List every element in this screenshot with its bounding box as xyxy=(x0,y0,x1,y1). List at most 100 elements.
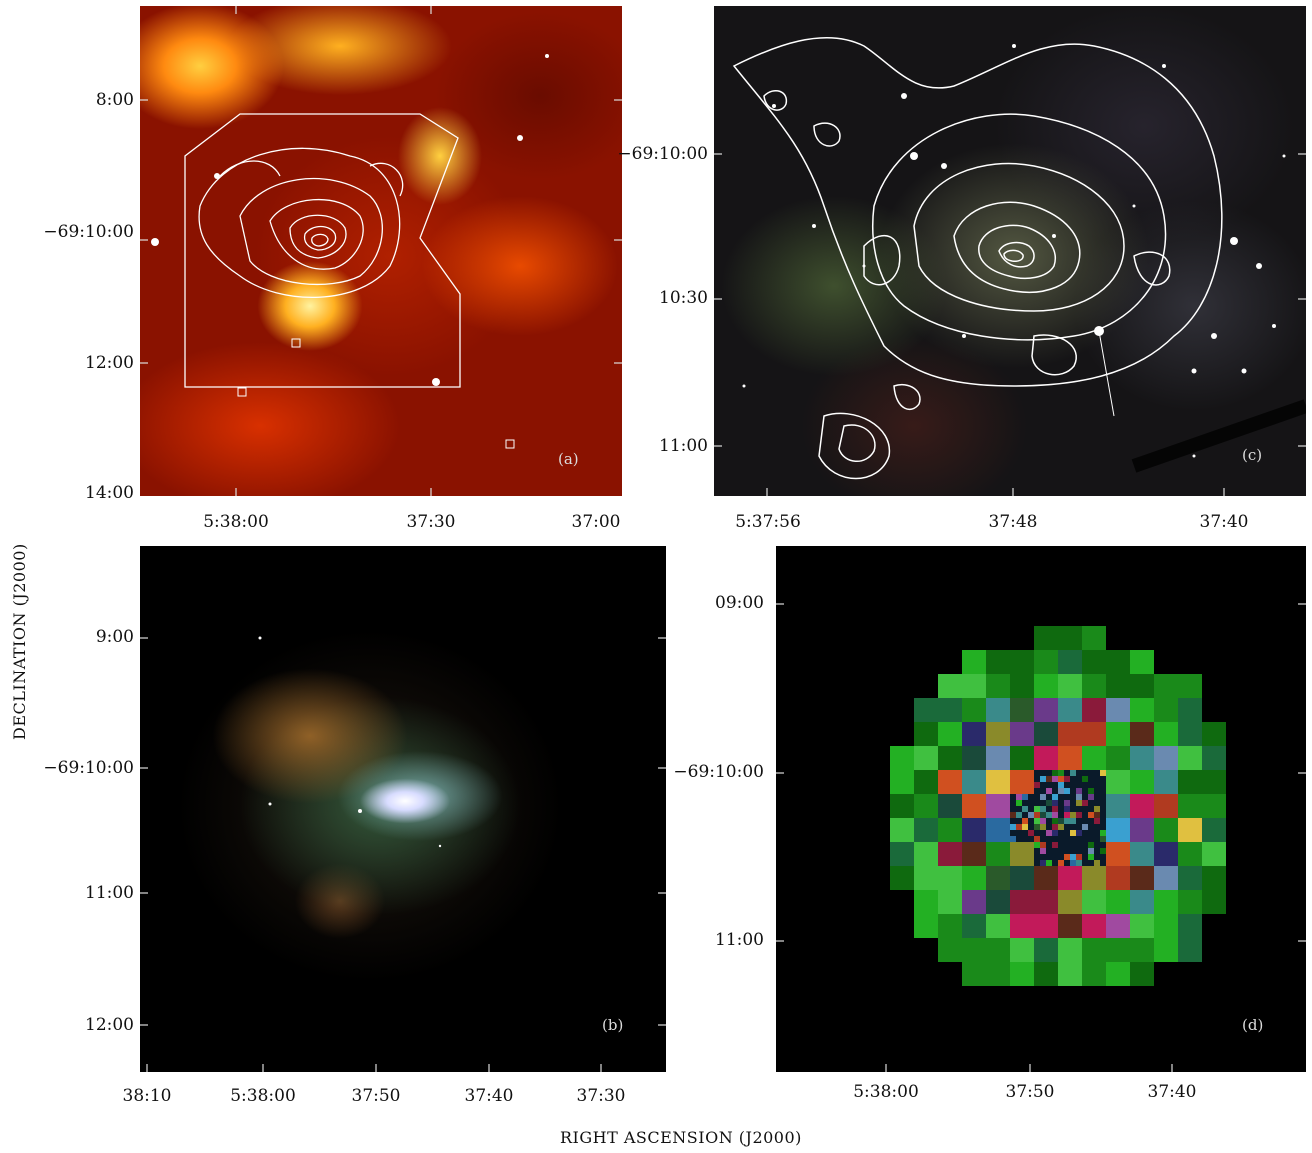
panel-a-ytick: 14:00 xyxy=(85,483,134,503)
mosaic-pixel xyxy=(1070,776,1076,782)
mosaic-pixel xyxy=(1058,698,1082,722)
mosaic-pixel xyxy=(1058,914,1082,938)
mosaic-pixel xyxy=(1040,830,1046,836)
mosaic-pixel xyxy=(1052,860,1058,866)
mosaic-pixel xyxy=(1094,794,1100,800)
mosaic-pixel xyxy=(1202,866,1226,890)
mosaic-pixel xyxy=(1046,788,1052,794)
mosaic-pixel xyxy=(1154,866,1178,890)
mosaic-pixel xyxy=(1094,770,1100,776)
mosaic-pixel xyxy=(890,818,914,842)
mosaic-pixel xyxy=(1082,674,1106,698)
mosaic-pixel xyxy=(1046,812,1052,818)
mosaic-pixel xyxy=(1178,746,1202,770)
mosaic-pixel xyxy=(1058,824,1064,830)
mosaic-pixel xyxy=(1046,782,1052,788)
mosaic-pixel xyxy=(1016,830,1022,836)
mosaic-pixel xyxy=(1064,788,1070,794)
mosaic-pixel xyxy=(1100,782,1106,788)
mosaic-pixel xyxy=(962,770,986,794)
mosaic-pixel xyxy=(1022,794,1028,800)
mosaic-pixel xyxy=(1040,770,1046,776)
mosaic-pixel xyxy=(1040,848,1046,854)
mosaic-pixel xyxy=(1064,860,1070,866)
mosaic-pixel xyxy=(1058,800,1064,806)
mosaic-pixel xyxy=(1082,698,1106,722)
mosaic-pixel xyxy=(1076,776,1082,782)
mosaic-pixel xyxy=(986,746,1010,770)
mosaic-pixel xyxy=(1016,800,1022,806)
mosaic-pixel xyxy=(1040,860,1046,866)
panel-b-ytick: −69:10:00 xyxy=(43,758,134,778)
panel-d-xtick: 37:40 xyxy=(1147,1082,1197,1102)
mosaic-pixel xyxy=(1100,794,1106,800)
mosaic-pixel xyxy=(1058,962,1082,986)
mosaic-pixel xyxy=(914,794,938,818)
mosaic-pixel xyxy=(938,842,962,866)
mosaic-pixel xyxy=(1076,800,1082,806)
mosaic-pixel xyxy=(938,818,962,842)
panel-c-xtick: 37:40 xyxy=(1199,512,1249,532)
mosaic-pixel xyxy=(1052,794,1058,800)
mosaic-pixel xyxy=(962,866,986,890)
mosaic-pixel xyxy=(1082,860,1088,866)
mosaic-pixel xyxy=(1040,812,1046,818)
mosaic-pixel xyxy=(1154,890,1178,914)
panel-d-letter: (d) xyxy=(1242,1016,1264,1034)
mosaic-pixel xyxy=(1040,824,1046,830)
mosaic-pixel xyxy=(914,746,938,770)
mosaic-pixel xyxy=(1094,842,1100,848)
mosaic-pixel xyxy=(1052,854,1058,860)
mosaic-pixel xyxy=(1010,722,1034,746)
x-axis-label: RIGHT ASCENSION (J2000) xyxy=(560,1128,802,1147)
mosaic-pixel xyxy=(1106,914,1130,938)
mosaic-pixel xyxy=(1070,800,1076,806)
mosaic-pixel xyxy=(1028,812,1034,818)
mosaic-pixel xyxy=(1058,938,1082,962)
mosaic-pixel xyxy=(1028,818,1034,824)
mosaic-pixel xyxy=(1094,836,1100,842)
mosaic-pixel xyxy=(1088,824,1094,830)
mosaic-pixel xyxy=(1058,812,1064,818)
mosaic-pixel xyxy=(1094,812,1100,818)
mosaic-pixel xyxy=(1202,794,1226,818)
mosaic-pixel xyxy=(1010,650,1034,674)
mosaic-pixel xyxy=(1088,770,1094,776)
mosaic-pixel xyxy=(1154,722,1178,746)
mosaic-pixel xyxy=(1034,848,1040,854)
mosaic-pixel xyxy=(1016,806,1022,812)
mosaic-pixel xyxy=(1076,794,1082,800)
mosaic-pixel xyxy=(1082,770,1088,776)
mosaic-pixel xyxy=(1088,854,1094,860)
panel-b-xtick: 38:10 xyxy=(122,1086,172,1106)
mosaic-pixel xyxy=(1094,788,1100,794)
mosaic-pixel xyxy=(1154,914,1178,938)
mosaic-pixel xyxy=(1082,806,1088,812)
mosaic-pixel xyxy=(962,698,986,722)
panel-c-ytick: 11:00 xyxy=(659,436,708,456)
mosaic-pixel xyxy=(986,674,1010,698)
mosaic-pixel xyxy=(1082,836,1088,842)
mosaic-pixel xyxy=(1022,806,1028,812)
mosaic-pixel xyxy=(1094,854,1100,860)
mosaic-pixel xyxy=(1058,842,1064,848)
mosaic-pixel xyxy=(938,698,962,722)
mosaic-pixel xyxy=(1070,818,1076,824)
mosaic-pixel xyxy=(1034,674,1058,698)
mosaic-pixel xyxy=(1010,914,1034,938)
mosaic-pixel xyxy=(1064,800,1070,806)
mosaic-pixel xyxy=(1016,812,1022,818)
mosaic-pixel xyxy=(1016,824,1022,830)
mosaic-pixel xyxy=(1064,770,1070,776)
mosaic-pixel xyxy=(1052,842,1058,848)
mosaic-pixel xyxy=(1046,848,1052,854)
mosaic-pixel xyxy=(1034,824,1040,830)
mosaic-pixel xyxy=(1016,794,1022,800)
mosaic-pixel xyxy=(1034,800,1040,806)
mosaic-pixel xyxy=(1028,794,1034,800)
mosaic-pixel xyxy=(1178,674,1202,698)
mosaic-pixel xyxy=(1058,776,1064,782)
mosaic-pixel xyxy=(1130,746,1154,770)
mosaic-pixel xyxy=(1070,824,1076,830)
mosaic-pixel xyxy=(1202,890,1226,914)
